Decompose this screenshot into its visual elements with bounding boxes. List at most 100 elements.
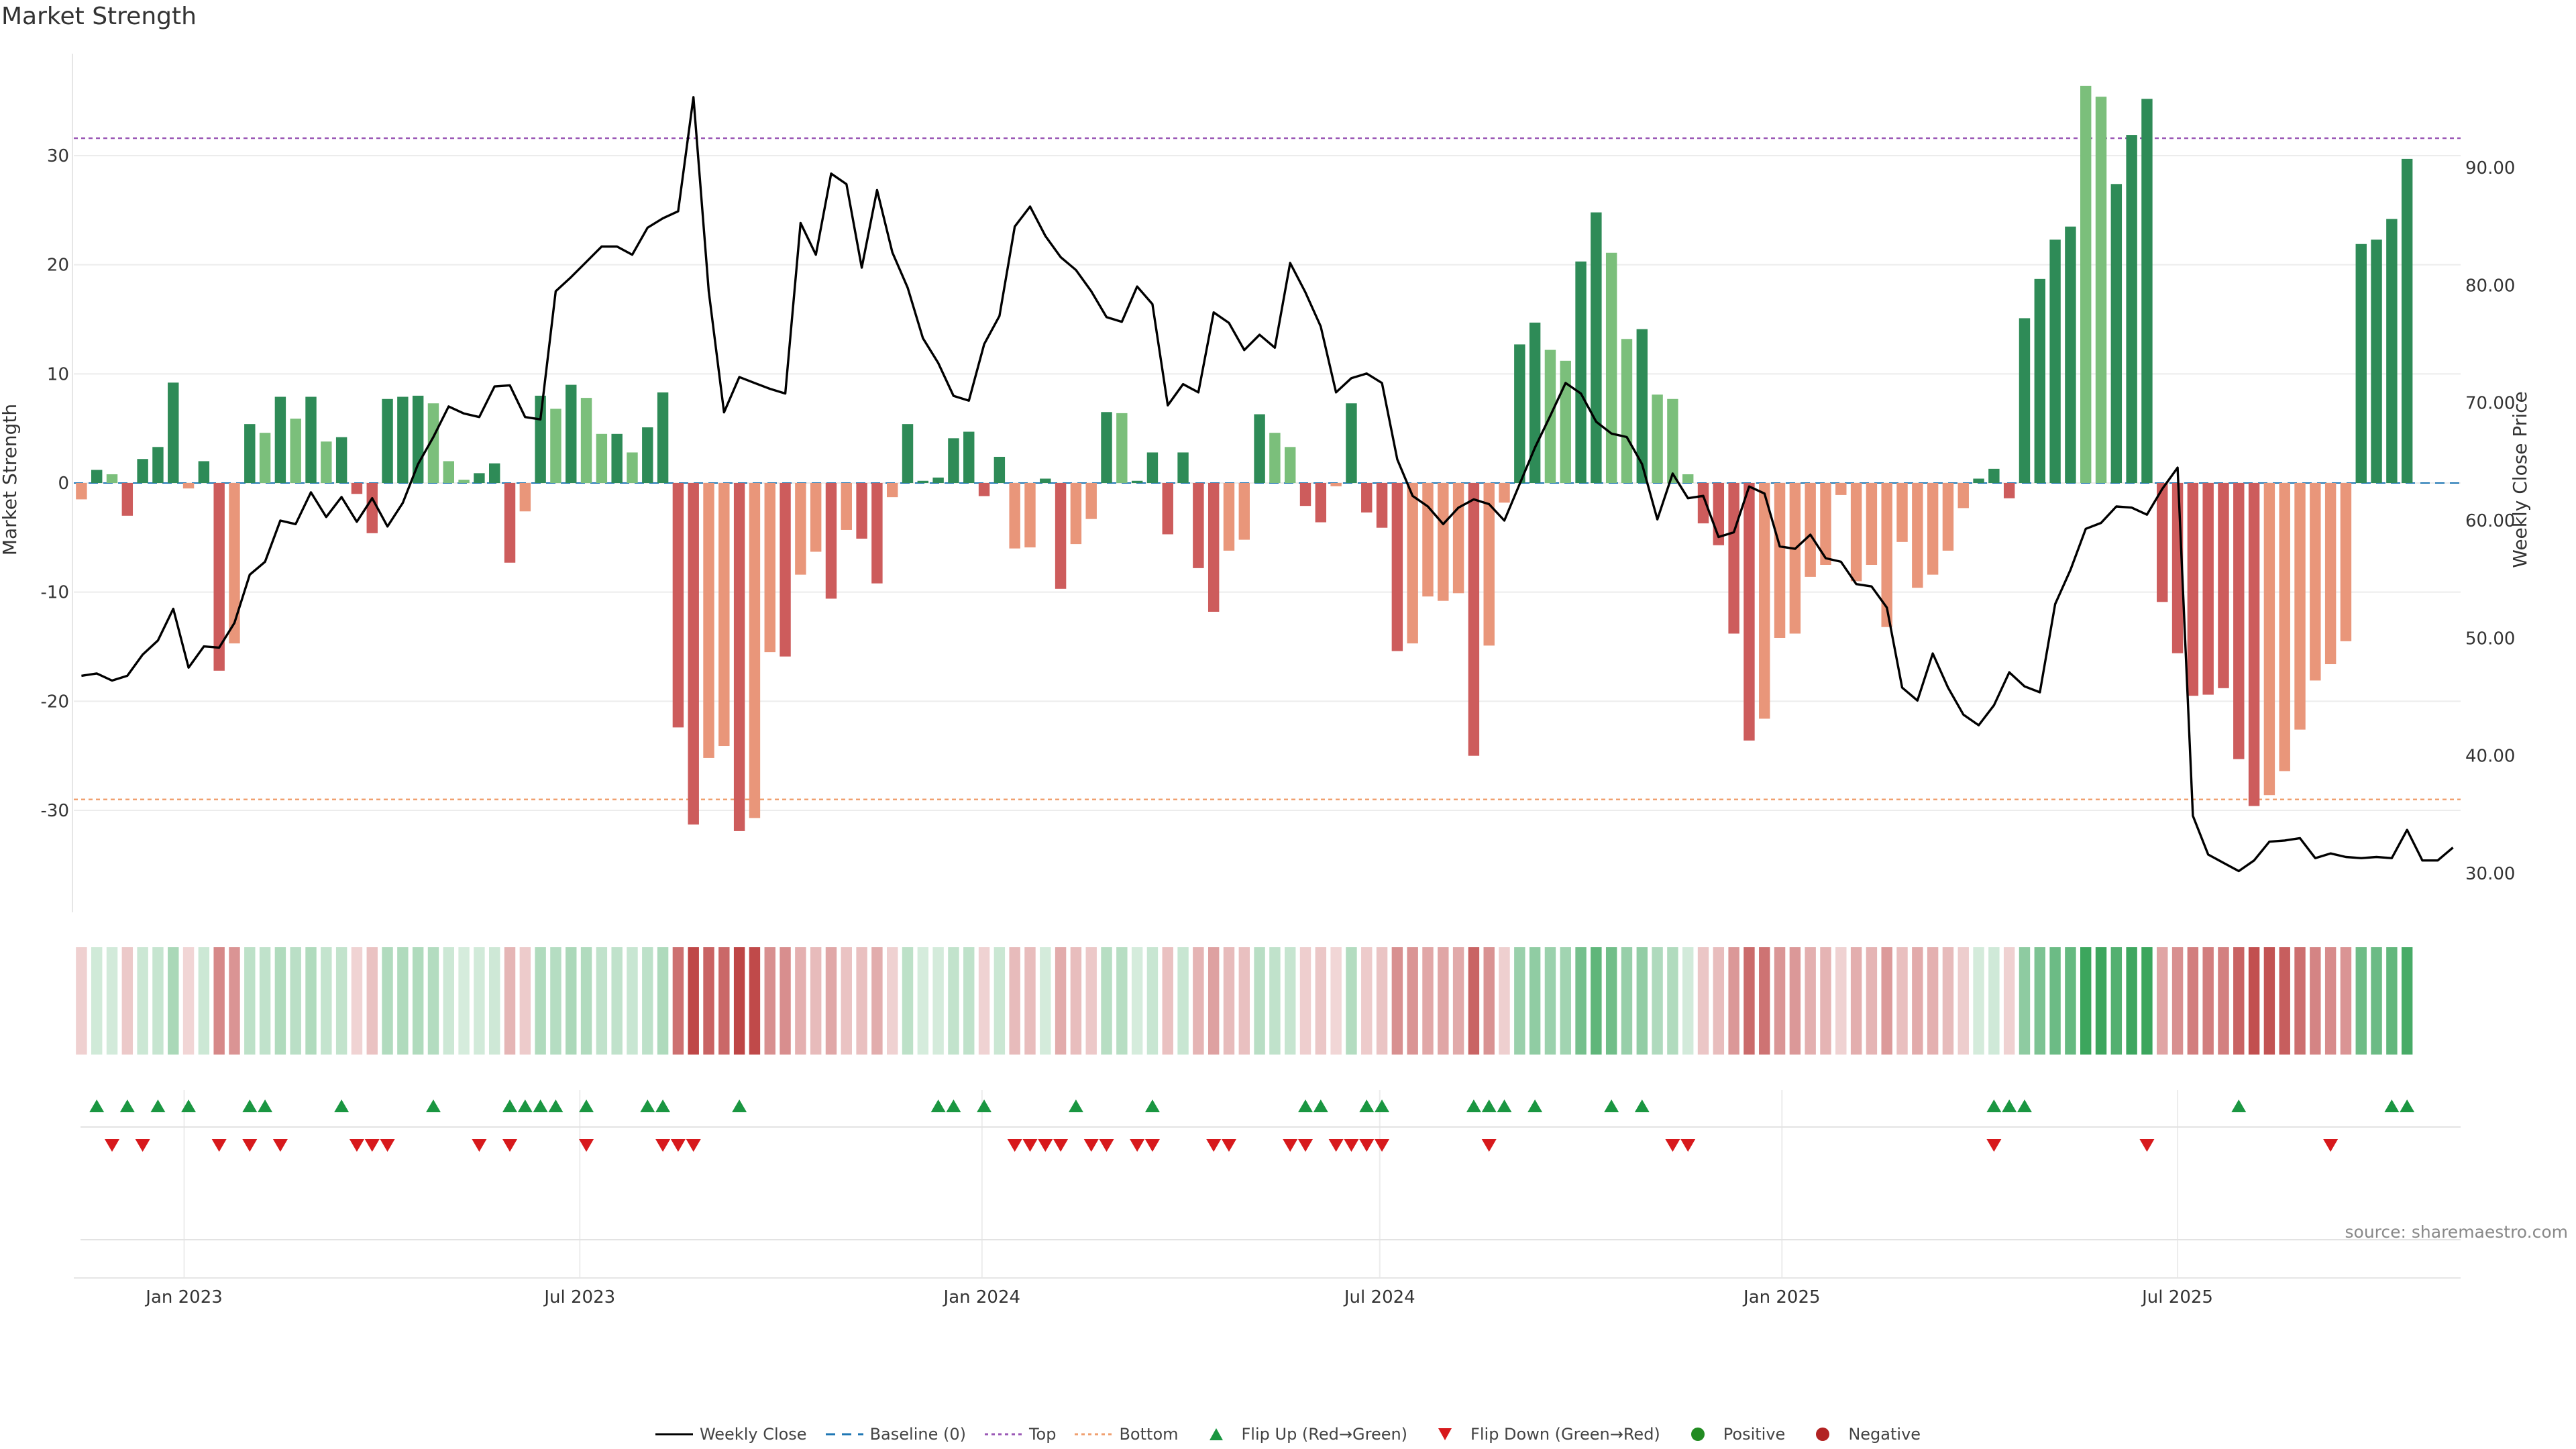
flip-up-marker <box>1497 1099 1512 1112</box>
flip-up-marker <box>502 1099 518 1112</box>
strength-bar <box>76 483 87 500</box>
strength-bar <box>2049 239 2061 483</box>
legend-label: Flip Down (Green→Red) <box>1470 1425 1660 1444</box>
heat-cell <box>427 947 439 1055</box>
flip-up-marker <box>2231 1099 2247 1112</box>
flip-down-marker <box>686 1139 701 1152</box>
strength-bar <box>1177 452 1189 483</box>
heat-cell <box>1591 947 1602 1055</box>
strength-bar <box>627 452 638 483</box>
strength-bar <box>1040 478 1051 483</box>
strength-bar <box>397 396 409 483</box>
flip-down-marker <box>1328 1139 1344 1152</box>
strength-bar <box>917 480 929 483</box>
heat-cell <box>121 947 133 1055</box>
flip-down-marker <box>380 1139 395 1152</box>
flip-up-marker <box>1313 1099 1328 1112</box>
strength-bar <box>168 382 179 483</box>
flip-up-marker <box>334 1099 350 1112</box>
heat-cell <box>535 947 546 1055</box>
flip-down-marker <box>1083 1139 1099 1152</box>
strength-bar <box>1605 252 1617 483</box>
heat-cell <box>458 947 470 1055</box>
strength-bar <box>1391 483 1403 651</box>
heat-cell <box>1468 947 1480 1055</box>
legend-label: Negative <box>1848 1425 1921 1444</box>
strength-bar <box>2233 483 2245 759</box>
strength-bar <box>1238 483 1250 540</box>
strength-bar <box>871 483 883 584</box>
heat-cell <box>1391 947 1403 1055</box>
heat-cell <box>1636 947 1648 1055</box>
x-tick-label: Jul 2024 <box>1343 1287 1415 1307</box>
strength-bar <box>2080 85 2092 484</box>
flip-down-marker <box>502 1139 518 1152</box>
heat-cell <box>2401 947 2413 1055</box>
heat-cell <box>1361 947 1373 1055</box>
heat-cell <box>366 947 378 1055</box>
heat-cell <box>1040 947 1051 1055</box>
flip-up-marker <box>258 1099 273 1112</box>
strength-bar <box>1927 483 1939 575</box>
flip-up-marker <box>1144 1099 1160 1112</box>
strength-bar <box>213 483 225 671</box>
strength-bar <box>1361 483 1373 513</box>
strength-bar <box>1223 483 1235 551</box>
y-right-tick-label: 60.00 <box>2465 511 2515 531</box>
flip-down-marker <box>1007 1139 1022 1152</box>
heat-cell <box>1912 947 1923 1055</box>
strength-bar <box>1896 483 1908 542</box>
strength-bar <box>382 398 393 483</box>
legend-swatch <box>1816 1428 1830 1441</box>
strength-bar <box>2248 483 2260 806</box>
legend-label: Positive <box>1723 1425 1786 1444</box>
heat-cell <box>305 947 317 1055</box>
heat-cell <box>1957 947 1969 1055</box>
heat-cell <box>611 947 623 1055</box>
flip-down-marker <box>1099 1139 1114 1152</box>
strength-bar <box>1269 433 1281 483</box>
heat-cell <box>550 947 561 1055</box>
legend-label: Baseline (0) <box>869 1425 966 1444</box>
heat-cell <box>1544 947 1556 1055</box>
heat-cell <box>2003 947 2015 1055</box>
flip-down-marker <box>1206 1139 1222 1152</box>
strength-bar <box>504 483 516 563</box>
strength-bar <box>1988 468 2000 483</box>
flip-up-marker <box>1634 1099 1650 1112</box>
strength-bar <box>1774 483 1786 638</box>
flip-up-marker <box>548 1099 564 1112</box>
heat-cell <box>825 947 837 1055</box>
strength-bar <box>703 483 714 758</box>
heat-cell <box>2371 947 2382 1055</box>
heat-cell <box>1177 947 1189 1055</box>
strength-bar <box>1759 483 1770 719</box>
flip-down-marker <box>1665 1139 1680 1152</box>
strength-bar <box>2371 239 2382 483</box>
strength-bar <box>733 483 745 831</box>
strength-bar <box>657 392 669 483</box>
strength-bar <box>566 384 577 483</box>
strength-bar <box>274 396 286 483</box>
heat-cell <box>810 947 822 1055</box>
x-tick-label: Jan 2024 <box>943 1287 1021 1307</box>
heat-cell <box>91 947 103 1055</box>
strength-bar <box>1299 483 1311 506</box>
strength-bar <box>519 483 531 512</box>
heat-cell <box>2324 947 2337 1055</box>
strength-bar <box>2187 483 2199 696</box>
legend-label: Top <box>1028 1425 1057 1444</box>
strength-bar <box>963 431 975 483</box>
legend-swatch <box>825 1433 863 1436</box>
heat-cell <box>856 947 867 1055</box>
strength-bar <box>764 483 775 653</box>
strength-bar <box>1697 483 1709 524</box>
heat-cell <box>244 947 256 1055</box>
flip-down-marker <box>2139 1139 2155 1152</box>
flip-down-marker <box>472 1139 487 1152</box>
strength-bar <box>1422 483 1434 597</box>
heat-cell <box>474 947 485 1055</box>
strength-bar <box>2157 483 2168 602</box>
strength-bar <box>335 437 347 483</box>
flip-down-marker <box>1144 1139 1160 1152</box>
